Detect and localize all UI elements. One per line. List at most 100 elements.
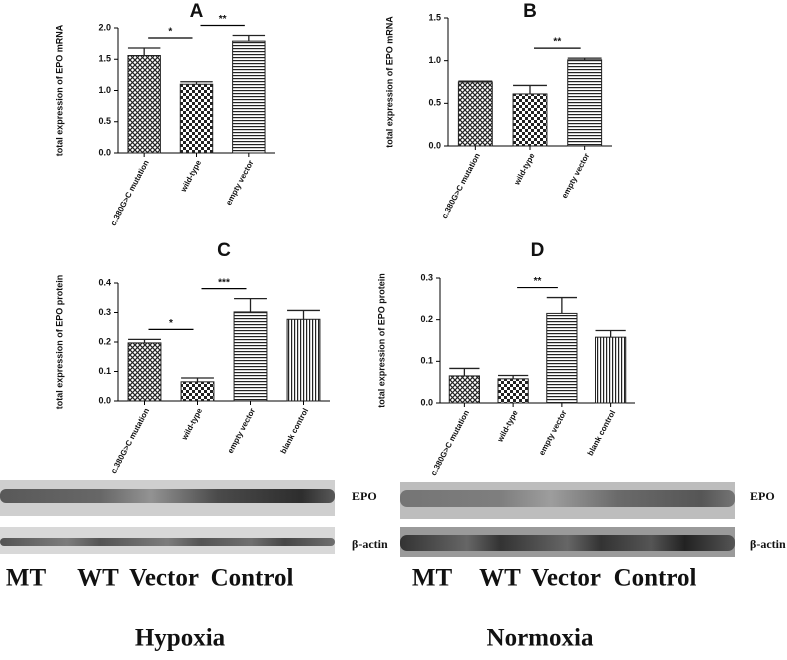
bar [286,318,321,402]
y-axis-label: total expression of EPO protein [376,273,386,408]
protein-label: β-actin [750,537,786,551]
blot-normoxia [400,482,735,557]
protein-label: EPO [750,489,775,503]
error-bar [180,81,213,85]
bar [233,311,268,402]
y-tick-label: 1.5 [98,54,111,64]
x-tick-label: c.380G>C mutation [429,409,471,478]
condition-label: Normoxia [487,625,594,652]
x-tick-label: wild-type [178,158,203,194]
error-bar [449,367,480,376]
error-bar [546,296,577,314]
bar [457,81,493,147]
bar [448,375,480,404]
y-tick-label: 0.3 [98,307,111,317]
protein-label: EPO [352,489,377,503]
blot-hypoxia [0,480,335,554]
bar [567,59,603,147]
x-tick-label: c.380G>C mutation [109,159,151,228]
significance-label: ** [553,37,561,48]
y-tick-label: 1.0 [98,85,111,95]
lane-label: Vector [531,565,601,592]
lane-label: WT [479,565,521,592]
bar [512,93,548,147]
y-axis-label: total expression of EPO protein [54,275,64,410]
chart-title: C [217,240,231,261]
y-tick-label: 0.0 [420,397,433,407]
error-bar [232,34,266,42]
chart-title: A [190,1,204,22]
lane-label: MT [412,565,453,592]
y-axis-label: total expression of EPO mRNA [54,24,64,156]
error-bar [567,57,602,60]
bar [595,336,627,404]
y-tick-label: 0.2 [420,314,433,324]
chart-title: B [523,1,537,22]
error-bar [181,377,214,382]
significance-label: ** [219,14,227,25]
error-bar [513,84,547,94]
x-tick-label: c.380G>C mutation [440,152,482,221]
y-tick-label: 0.3 [420,272,433,282]
lane-label: Control [211,565,294,592]
x-tick-label: empty vector [537,409,568,457]
lane-label: WT [77,565,119,592]
y-tick-label: 0.4 [98,277,111,287]
blot-band [0,489,335,503]
x-tick-label: c.380G>C mutation [109,407,151,476]
y-axis-label: total expression of EPO mRNA [384,16,394,148]
x-tick-label: empty vector [224,159,255,207]
error-bar [458,80,493,82]
error-bar [128,338,161,343]
x-tick-label: empty vector [226,407,257,455]
lane-label: MT [6,565,47,592]
x-tick-label: blank control [279,407,311,456]
y-tick-label: 1.5 [428,12,441,22]
significance-label: * [168,27,172,38]
bar [127,55,161,154]
blot-band [400,535,735,551]
bar [127,342,162,402]
x-tick-label: wild-type [179,406,204,442]
protein-label: β-actin [352,537,388,551]
significance-label: *** [218,277,230,288]
lane-label: Vector [129,565,199,592]
y-tick-label: 1.0 [428,55,441,65]
significance-label: ** [534,276,542,287]
x-tick-label: wild-type [512,151,537,187]
y-tick-label: 0.0 [428,140,441,150]
y-tick-label: 0.5 [98,116,111,126]
x-tick-label: empty vector [560,152,591,200]
error-bar [498,374,529,379]
blot-band [400,490,735,507]
blot-band [0,538,335,546]
error-bar [287,309,320,320]
error-bar [595,329,626,338]
y-tick-label: 0.0 [98,395,111,405]
x-tick-label: wild-type [495,408,520,444]
bar [179,83,214,154]
y-tick-label: 0.5 [428,98,441,108]
bar [180,381,215,402]
x-tick-label: blank control [586,409,618,458]
y-tick-label: 2.0 [98,22,111,32]
error-bar [234,297,267,312]
y-tick-label: 0.0 [98,147,111,157]
bar [232,40,266,154]
lane-label: Control [614,565,697,592]
y-tick-label: 0.1 [420,356,433,366]
significance-label: * [169,318,173,329]
bar [546,312,578,404]
bar [497,378,529,404]
chart-title: D [531,240,545,261]
y-tick-label: 0.2 [98,336,111,346]
condition-label: Hypoxia [135,625,226,652]
y-tick-label: 0.1 [98,366,111,376]
error-bar [127,47,161,56]
